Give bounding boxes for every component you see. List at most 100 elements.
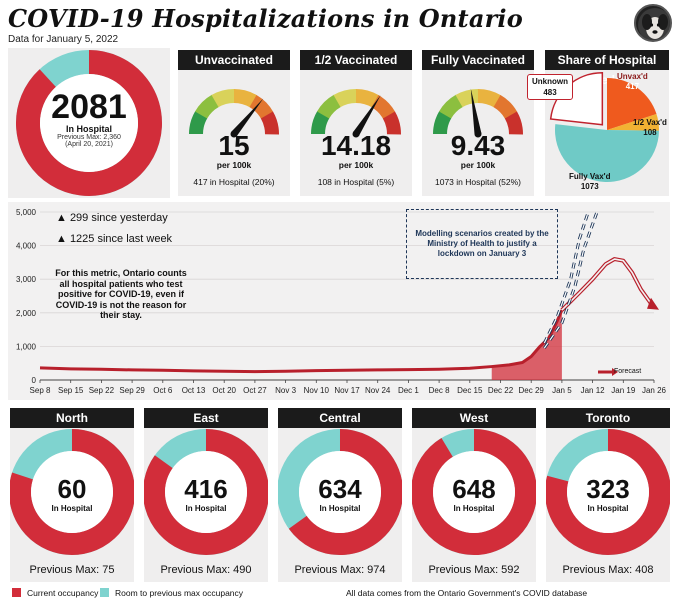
region-prev-max: Previous Max: 974 xyxy=(294,564,386,576)
gauge-hub xyxy=(230,130,238,138)
region-current-arc xyxy=(288,429,402,555)
pie-slice-0 xyxy=(607,78,657,130)
footer-note: All data comes from the Ontario Governme… xyxy=(346,588,588,598)
total-prev-max: Previous Max: 2,360 xyxy=(57,134,121,141)
total-prev-max-date: (April 20, 2021) xyxy=(65,141,113,148)
half-label: 1/2 Vax'd 108 xyxy=(633,118,667,138)
total-value: 2081 xyxy=(51,88,127,126)
x-tick-label: Jan 12 xyxy=(581,386,606,395)
region-label: In Hospital xyxy=(51,504,93,513)
region-donut xyxy=(144,429,268,555)
hospitalization-chart: 0 1,000 2,000 3,000 4,000 5,000 Sep 8 Sep 15 Sep… xyxy=(16,208,667,395)
region-west: West 648 In Hospital Previous Max: 592 xyxy=(412,408,536,582)
total-current-arc xyxy=(16,50,162,196)
unknown-callout: Unknown 483 xyxy=(527,74,573,100)
region-prev-max: Previous Max: 592 xyxy=(428,564,520,576)
unvax-name: Unvax'd xyxy=(617,72,648,81)
total-panel: 2081 In Hospital Previous Max: 2,360 (Ap… xyxy=(8,48,170,198)
x-tick-label: Jan 5 xyxy=(552,386,572,395)
gauge-needle xyxy=(353,95,381,136)
total-donut xyxy=(16,50,162,196)
x-tick-label: Oct 6 xyxy=(153,386,173,395)
legend: Current occupancy xyxy=(12,588,98,598)
full-value: 1073 xyxy=(580,182,599,191)
region-donut xyxy=(10,429,134,555)
gauge-band xyxy=(439,94,464,119)
gauge-hub xyxy=(352,130,360,138)
legend-swatch-room xyxy=(100,588,109,597)
region-title: East xyxy=(144,408,268,428)
forecast-label: Forecast xyxy=(614,368,642,375)
half-name: 1/2 Vax'd xyxy=(633,118,667,127)
gauge-panel-unvaccinated: Unvaccinated 15 per 100k 417 in Hospital… xyxy=(178,50,290,196)
y-tick-label: 5,000 xyxy=(16,208,37,217)
region-hole xyxy=(31,451,113,533)
region-toronto: Toronto 323 In Hospital Previous Max: 40… xyxy=(546,408,670,582)
x-tick-label: Jan 19 xyxy=(611,386,636,395)
gauge-band xyxy=(382,111,401,135)
x-tick-label: Nov 10 xyxy=(304,386,330,395)
region-current-arc xyxy=(546,429,670,555)
x-tick-label: Dec 15 xyxy=(457,386,483,395)
x-tick-label: Dec 8 xyxy=(429,386,450,395)
gauge-panel-fully-vaccinated: Fully Vaccinated 9.43 per 100k 1073 in H… xyxy=(422,50,534,196)
gauge-title: 1/2 Vaccinated xyxy=(300,50,412,70)
region-donut xyxy=(546,429,670,555)
region-hole xyxy=(165,451,247,533)
x-tick-label: Nov 3 xyxy=(275,386,296,395)
gauge-title: Fully Vaccinated xyxy=(422,50,534,70)
total-label: In Hospital xyxy=(65,124,112,134)
gauge-per: per 100k xyxy=(338,160,374,170)
hospitalization-chart-panel: 0 1,000 2,000 3,000 4,000 5,000 Sep 8 Sep 15 Sep… xyxy=(8,202,670,400)
region-central: Central 634 In Hospital Previous Max: 97… xyxy=(278,408,402,582)
forecast-legend-arrow xyxy=(612,368,618,376)
y-tick-label: 2,000 xyxy=(16,309,37,318)
region-value: 634 xyxy=(318,474,362,504)
gauge-band xyxy=(333,89,357,108)
gauge-chart xyxy=(311,89,401,138)
pie-slice-2 xyxy=(555,124,659,182)
page-title: COVID-19 Hospitalizations in Ontario xyxy=(8,4,523,33)
unknown-name: Unknown xyxy=(532,77,568,86)
header: COVID-19 Hospitalizations in Ontario Dat… xyxy=(8,4,608,45)
gauge-rate: 9.43 xyxy=(450,130,506,161)
metric-note: For this metric, Ontario counts all hosp… xyxy=(55,268,187,320)
since-yesterday: ▲ 299 since yesterday xyxy=(56,212,168,224)
region-current-arc xyxy=(144,429,268,555)
region-title: West xyxy=(412,408,536,428)
region-title: North xyxy=(10,408,134,428)
region-title: Central xyxy=(278,408,402,428)
gauge-detail: 417 in Hospital (20%) xyxy=(193,177,275,187)
x-tick-label: Dec 29 xyxy=(519,386,545,395)
region-label: In Hospital xyxy=(453,504,495,513)
x-tick-label: Oct 20 xyxy=(212,386,236,395)
region-donut xyxy=(278,429,402,555)
series-line-actual xyxy=(39,309,564,374)
full-name: Fully Vax'd xyxy=(569,172,611,181)
region-north: North 60 In Hospital Previous Max: 75 xyxy=(10,408,134,582)
gauge-band xyxy=(504,111,523,135)
modelling-line-inner-1 xyxy=(543,211,598,349)
series-line-forecast-inner xyxy=(561,258,655,311)
pie-slice-1 xyxy=(607,114,659,131)
gauge-band xyxy=(371,95,396,120)
gauge-panel-half-vaccinated: 1/2 Vaccinated 14.18 per 100k 108 in Hos… xyxy=(300,50,412,196)
modelling-note: Modelling scenarios created by the Minis… xyxy=(406,209,558,279)
unvax-value: 417 xyxy=(625,82,640,91)
gauge-per: per 100k xyxy=(216,160,252,170)
gauge-needle xyxy=(231,98,264,137)
region-label: In Hospital xyxy=(319,504,361,513)
y-tick-label: 4,000 xyxy=(16,242,37,251)
gauge-band xyxy=(493,95,518,120)
gauge-per: per 100k xyxy=(460,160,496,170)
share-pie xyxy=(549,72,659,182)
region-value: 60 xyxy=(57,474,87,504)
x-tick-label: Dec 22 xyxy=(488,386,514,395)
gauge-rate: 15 xyxy=(218,130,250,161)
full-label: Fully Vax'd 1073 xyxy=(569,172,610,192)
unknown-value: 483 xyxy=(543,88,557,97)
region-prev-max: Previous Max: 408 xyxy=(562,564,654,576)
x-tick-label: Dec 1 xyxy=(398,386,419,395)
gauge-band xyxy=(317,94,342,119)
unvax-label: Unvax'd 417 xyxy=(617,72,648,92)
